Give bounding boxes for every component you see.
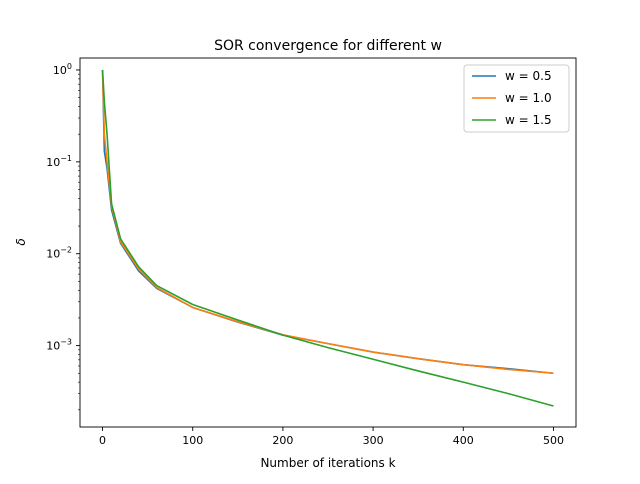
x-tick-label: 300: [363, 434, 384, 447]
axes-frame: [79, 57, 577, 428]
x-axis-label: Number of iterations k: [260, 456, 395, 470]
x-tick-label: 0: [99, 434, 106, 447]
series-line-3: [101, 69, 554, 407]
x-axis-ticks: 0 100 200 300 400 500: [99, 427, 564, 447]
x-tick-label: 200: [272, 434, 293, 447]
y-axis-ticks: 100 10−1 10−2 10−3: [46, 62, 80, 411]
chart-title: SOR convergence for different w: [214, 38, 442, 54]
x-tick-label: 100: [182, 434, 203, 447]
legend: w = 0.5 w = 1.0 w = 1.5: [463, 64, 570, 133]
y-tick-label: 10−3: [46, 338, 72, 353]
series-line-2: [101, 69, 554, 375]
legend-box: [463, 64, 570, 133]
y-tick-label: 100: [53, 62, 72, 77]
plot-lines: [101, 69, 554, 407]
x-tick-label: 400: [453, 434, 474, 447]
x-tick-label: 500: [543, 434, 564, 447]
y-tick-label: 10−2: [46, 246, 72, 261]
y-axis-label: δ: [14, 238, 28, 245]
legend-label: w = 1.5: [505, 113, 552, 127]
plot-area-border: [79, 57, 577, 428]
legend-label: w = 0.5: [505, 69, 552, 83]
legend-label: w = 1.0: [505, 91, 552, 105]
y-tick-label: 10−1: [46, 154, 72, 169]
